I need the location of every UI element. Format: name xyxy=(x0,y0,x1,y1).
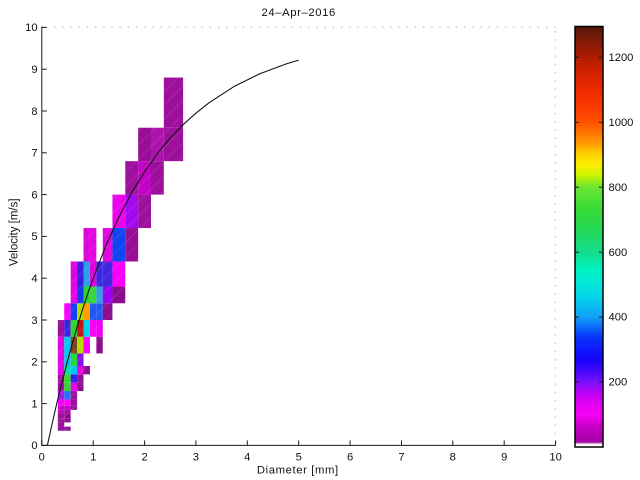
svg-text:0: 0 xyxy=(39,451,45,463)
svg-text:24–Apr–2016: 24–Apr–2016 xyxy=(261,7,335,19)
svg-text:800: 800 xyxy=(609,182,628,194)
svg-text:7: 7 xyxy=(31,148,37,160)
svg-text:8: 8 xyxy=(450,451,456,463)
svg-text:6: 6 xyxy=(31,189,37,201)
svg-text:400: 400 xyxy=(609,312,628,324)
svg-text:10: 10 xyxy=(25,22,37,34)
svg-text:1: 1 xyxy=(90,451,96,463)
svg-text:8: 8 xyxy=(31,106,37,118)
svg-text:9: 9 xyxy=(501,451,507,463)
svg-text:6: 6 xyxy=(347,451,353,463)
svg-text:1: 1 xyxy=(31,398,37,410)
svg-text:Velocity [m/s]: Velocity [m/s] xyxy=(9,198,21,266)
svg-text:200: 200 xyxy=(609,377,628,389)
svg-text:1200: 1200 xyxy=(609,52,634,64)
svg-text:3: 3 xyxy=(31,315,37,327)
svg-text:4: 4 xyxy=(31,273,37,285)
svg-text:10: 10 xyxy=(549,451,561,463)
svg-text:600: 600 xyxy=(609,247,628,259)
svg-text:3: 3 xyxy=(193,451,199,463)
svg-text:7: 7 xyxy=(398,451,404,463)
svg-text:5: 5 xyxy=(31,231,37,243)
svg-text:2: 2 xyxy=(31,357,37,369)
svg-text:1000: 1000 xyxy=(609,117,634,129)
svg-text:4: 4 xyxy=(244,451,250,463)
svg-text:Diameter [mm]: Diameter [mm] xyxy=(257,465,339,477)
svg-text:2: 2 xyxy=(141,451,147,463)
svg-text:0: 0 xyxy=(31,440,37,452)
svg-text:9: 9 xyxy=(31,64,37,76)
svg-text:5: 5 xyxy=(296,451,302,463)
